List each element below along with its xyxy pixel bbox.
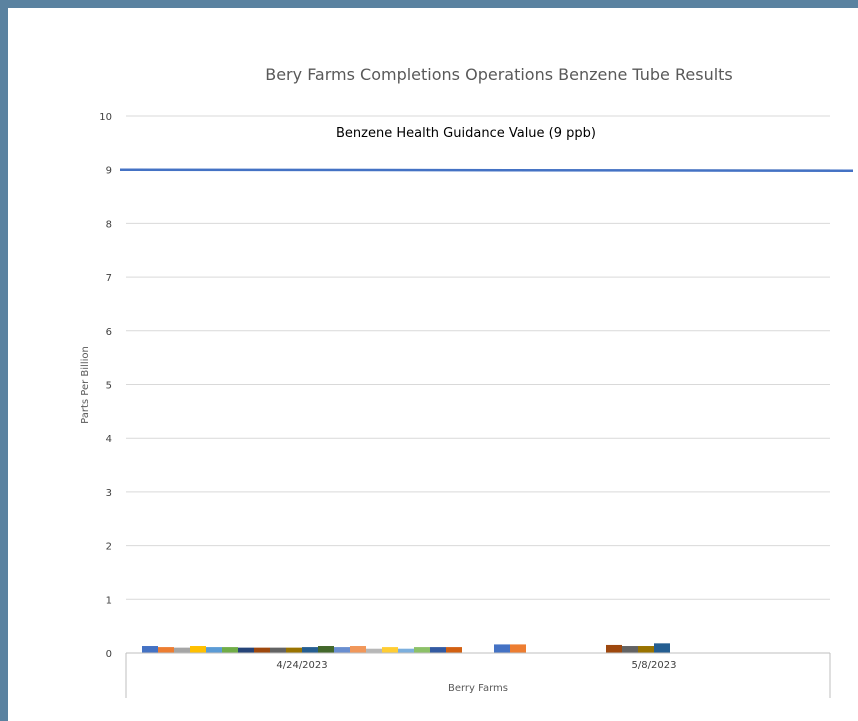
guidance-line-group: [120, 170, 853, 171]
bar: [318, 646, 334, 653]
y-tick-label: 8: [106, 219, 112, 230]
bar: [398, 649, 414, 653]
bar: [286, 648, 302, 653]
y-tick-label: 2: [106, 542, 112, 553]
bar: [446, 647, 462, 653]
guidance-line-label: Benzene Health Guidance Value (9 ppb): [336, 126, 596, 141]
chart-title: Bery Farms Completions Operations Benzen…: [265, 65, 733, 84]
bar: [174, 648, 190, 653]
x-tick-label: 5/8/2023: [632, 660, 677, 671]
y-tick-label: 10: [99, 112, 112, 123]
y-axis-ticks: 0 1 2 3 4 5 6 7 8 9 10: [99, 112, 112, 660]
gridlines: [126, 116, 830, 599]
bar: [190, 646, 206, 653]
y-tick-label: 9: [106, 166, 112, 177]
bars: [142, 643, 670, 653]
bar: [302, 647, 318, 653]
bar: [414, 647, 430, 653]
y-tick-label: 5: [106, 381, 112, 392]
bar: [270, 648, 286, 653]
guidance-line: [120, 170, 853, 171]
bar: [142, 646, 158, 653]
bar: [238, 648, 254, 653]
bar: [606, 645, 622, 653]
bar: [366, 649, 382, 653]
bar: [430, 647, 446, 653]
y-tick-label: 6: [106, 327, 112, 338]
bar: [622, 646, 638, 653]
bar: [158, 647, 174, 653]
bar: [254, 648, 270, 653]
bar: [206, 647, 222, 653]
y-tick-label: 1: [106, 595, 112, 606]
bar: [334, 647, 350, 653]
y-tick-label: 0: [106, 649, 112, 660]
bar: [494, 644, 510, 653]
x-tick-label: 4/24/2023: [276, 660, 327, 671]
y-tick-label: 4: [106, 434, 112, 445]
bar: [382, 647, 398, 653]
bar: [350, 646, 366, 653]
bar: [654, 643, 670, 653]
y-axis-label: Parts Per Billion: [80, 346, 91, 424]
y-tick-label: 7: [106, 273, 112, 284]
bar: [510, 644, 526, 653]
bar: [638, 646, 654, 653]
y-tick-label: 3: [106, 488, 112, 499]
x-axis-label: Berry Farms: [448, 683, 508, 694]
bar: [222, 647, 238, 653]
